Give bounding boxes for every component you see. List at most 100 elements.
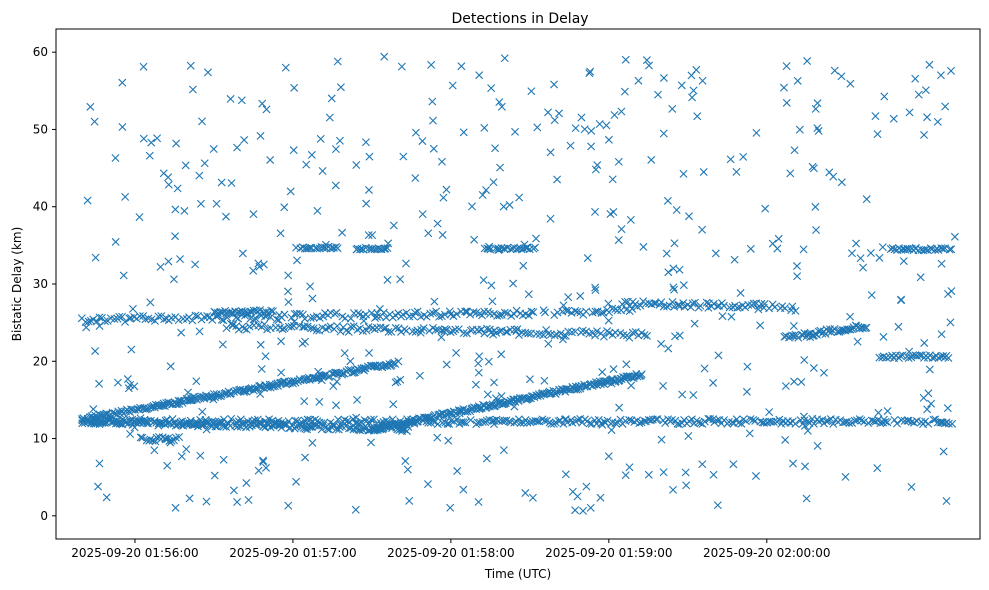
data-point [890, 415, 899, 424]
data-point [719, 301, 728, 310]
data-point [195, 171, 204, 180]
data-point [141, 315, 150, 324]
data-point [430, 297, 439, 306]
data-point [640, 331, 649, 340]
data-point [403, 465, 412, 474]
data-point [338, 370, 346, 379]
data-point [425, 326, 434, 335]
data-point [468, 202, 476, 211]
data-point [592, 327, 601, 336]
data-point [438, 418, 447, 427]
data-point [809, 419, 818, 428]
data-point [625, 301, 634, 310]
data-point [394, 357, 403, 366]
data-point [386, 422, 395, 431]
data-point [643, 331, 652, 340]
data-point [228, 321, 237, 330]
data-point [161, 434, 170, 443]
data-point [509, 279, 518, 288]
data-point [634, 76, 643, 85]
data-point [122, 417, 131, 426]
data-point [471, 380, 480, 389]
data-point [512, 306, 521, 315]
data-point [381, 323, 390, 332]
data-point [427, 60, 436, 69]
data-point [533, 417, 542, 426]
data-point [621, 471, 630, 480]
data-point [577, 113, 586, 122]
data-point [125, 314, 134, 323]
data-point [136, 433, 145, 442]
data-point [280, 203, 289, 212]
data-point [380, 324, 389, 333]
data-point [862, 323, 871, 332]
data-point [726, 155, 735, 164]
data-point [675, 300, 683, 309]
data-point [242, 478, 251, 487]
data-point [698, 225, 707, 234]
data-point [830, 66, 839, 75]
data-point [186, 394, 195, 403]
data-point [331, 181, 340, 190]
data-point [551, 389, 560, 398]
data-point [866, 249, 875, 257]
data-point [401, 457, 410, 466]
data-point [433, 219, 442, 228]
data-point [873, 464, 882, 473]
data-point [110, 315, 119, 324]
data-point [533, 123, 542, 132]
data-point [148, 436, 157, 445]
data-point [730, 255, 739, 264]
data-point [597, 308, 606, 317]
data-point [301, 453, 310, 462]
data-point [181, 161, 190, 170]
data-point [585, 419, 594, 428]
data-point [175, 399, 184, 408]
data-point [562, 306, 571, 315]
data-point [524, 329, 533, 338]
data-point [500, 308, 509, 317]
data-point [516, 419, 525, 428]
data-point [459, 418, 468, 427]
data-point [850, 416, 859, 425]
data-point [524, 290, 533, 299]
data-point [924, 389, 933, 398]
data-point [608, 304, 617, 313]
data-point [642, 56, 651, 65]
data-point [255, 262, 264, 271]
data-point [582, 482, 591, 491]
data-point [359, 363, 368, 372]
data-point [586, 67, 595, 76]
data-point [622, 360, 631, 369]
data-point [346, 322, 355, 331]
data-point [219, 422, 228, 431]
data-point [413, 307, 422, 316]
data-point [423, 480, 432, 489]
data-point [448, 81, 457, 90]
data-point [266, 313, 275, 322]
data-point [950, 232, 959, 241]
data-point [146, 298, 155, 307]
data-point [718, 312, 727, 321]
data-point [293, 256, 302, 265]
data-point [340, 349, 349, 358]
data-point [102, 493, 111, 502]
data-point [489, 178, 498, 187]
data-point [89, 315, 98, 324]
data-point [497, 350, 506, 359]
data-point [670, 285, 679, 294]
data-point [709, 378, 718, 387]
data-point [607, 379, 616, 388]
data-point [781, 435, 790, 444]
data-point [502, 416, 511, 425]
data-point [166, 362, 175, 371]
data-point [651, 415, 660, 424]
data-point [191, 311, 200, 320]
data-point [946, 318, 955, 327]
x-tick-label: 2025-09-20 01:59:00 [545, 546, 672, 560]
data-point [433, 420, 442, 429]
data-point [317, 376, 326, 385]
data-point [916, 273, 925, 282]
data-point [288, 379, 297, 388]
data-point [892, 419, 901, 428]
